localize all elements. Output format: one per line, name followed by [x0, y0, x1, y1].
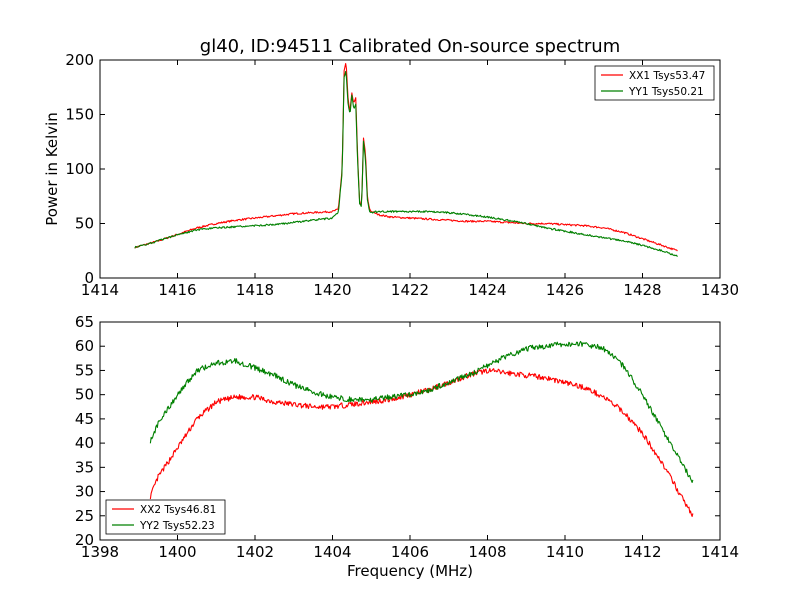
y-tick-label: 100	[65, 160, 94, 178]
y-tick-label: 45	[75, 410, 94, 428]
x-tick-label: 1404	[313, 543, 351, 561]
x-tick-label: 1408	[468, 543, 506, 561]
legend-label-yy1: YY1 Tsys50.21	[628, 86, 704, 98]
x-tick-label: 1428	[623, 281, 661, 299]
x-tick-label: 1398	[81, 543, 119, 561]
y-tick-label: 35	[75, 458, 94, 476]
legend-label-yy2: YY2 Tsys52.23	[139, 520, 215, 532]
y-tick-label: 150	[65, 106, 94, 124]
legend-box-top	[594, 65, 715, 101]
y-tick-label: 200	[65, 51, 94, 69]
series-line-xx1	[134, 62, 678, 252]
legend-top: XX1 Tsys53.47 YY1 Tsys50.21	[594, 65, 715, 101]
x-tick-label: 1414	[701, 543, 739, 561]
y-tick-label: 50	[75, 386, 94, 404]
bottom-panel: Frequency (MHz) 1398 1400 1402 1404 1406 1408…	[75, 313, 739, 580]
x-tick-label: 1402	[236, 543, 274, 561]
chart-title: gl40, ID:94511 Calibrated On-source spec…	[200, 36, 620, 57]
y-tick-label: 65	[75, 313, 94, 331]
x-tick-label: 1430	[701, 281, 739, 299]
y-tick-label: 50	[75, 215, 94, 233]
x-tick-label: 1422	[391, 281, 429, 299]
y-tick-label: 0	[84, 269, 94, 287]
y-tick-label: 20	[75, 531, 94, 549]
plot-area-bottom: 1398 1400 1402 1404 1406 1408 1410 1412 1414 20 25…	[75, 313, 739, 561]
y-tick-label: 40	[75, 434, 94, 452]
series-line-yy1	[134, 70, 678, 257]
top-panel: gl40, ID:94511 Calibrated On-source spec…	[43, 36, 739, 299]
y-tick-label: 25	[75, 507, 94, 525]
x-tick-label: 1414	[81, 281, 119, 299]
legend-label-xx1: XX1 Tsys53.47	[629, 70, 705, 82]
legend-bottom: XX2 Tsys46.81 YY2 Tsys52.23	[105, 499, 226, 535]
y-tick-label: 60	[75, 337, 94, 355]
axes-frame-bottom	[99, 321, 721, 541]
x-tick-label: 1416	[158, 281, 196, 299]
x-axis-label: Frequency (MHz)	[347, 562, 473, 580]
legend-box-bottom	[105, 499, 226, 535]
y-tick-label: 55	[75, 361, 94, 379]
x-tick-label: 1406	[391, 543, 429, 561]
series-line-yy2	[149, 340, 694, 484]
y-axis-label: Power in Kelvin	[43, 112, 61, 226]
legend-label-xx2: XX2 Tsys46.81	[140, 504, 216, 516]
x-tick-label: 1424	[468, 281, 506, 299]
y-tick-label: 30	[75, 483, 94, 501]
x-tick-label: 1400	[158, 543, 196, 561]
x-tick-label: 1410	[546, 543, 584, 561]
x-tick-label: 1426	[546, 281, 584, 299]
axes-frame-top	[99, 59, 721, 279]
x-tick-label: 1412	[623, 543, 661, 561]
x-tick-label: 1418	[236, 281, 274, 299]
plot-area-top: 1414 1416 1418 1420 1422 1424 1426 1428 1430 0 50 1…	[65, 51, 739, 299]
x-tick-label: 1420	[313, 281, 351, 299]
